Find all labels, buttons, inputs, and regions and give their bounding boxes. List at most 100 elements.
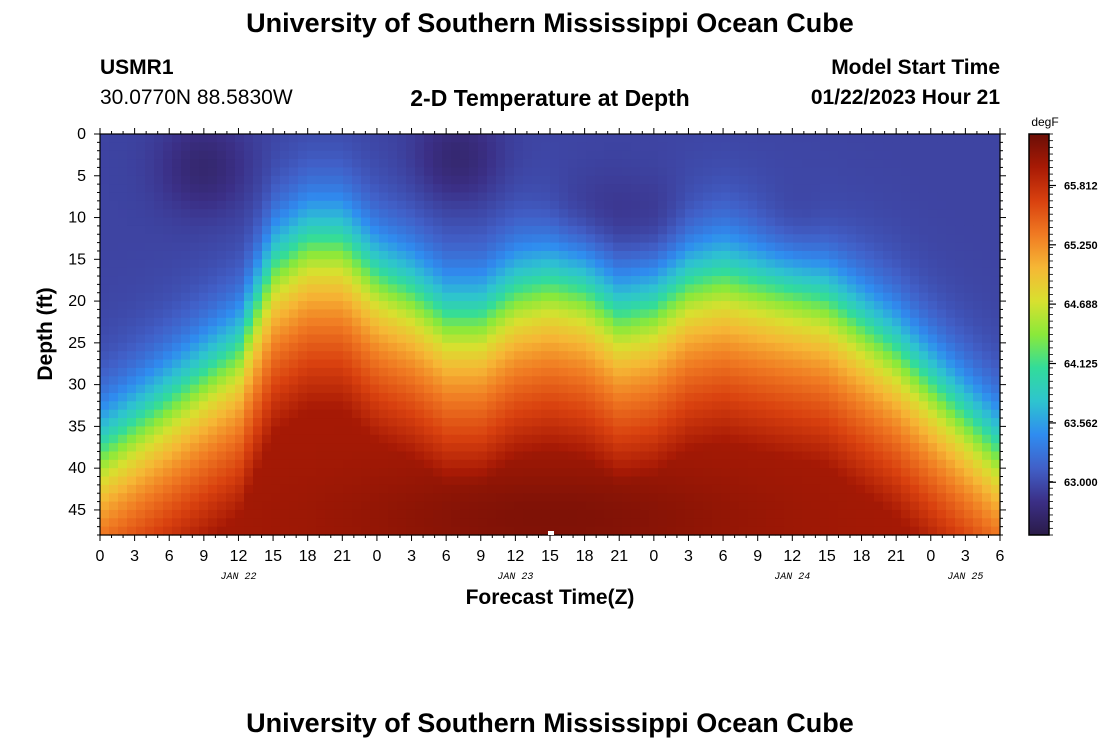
heatmap-cell [235, 200, 245, 210]
heatmap-cell [415, 184, 425, 194]
heatmap-cell [109, 242, 119, 252]
heatmap-cell [712, 301, 722, 311]
heatmap-cell [406, 217, 416, 227]
heatmap-cell [343, 234, 353, 244]
heatmap-cell [910, 326, 920, 336]
heatmap-cell [829, 150, 839, 160]
heatmap-cell [928, 317, 938, 327]
heatmap-cell [910, 150, 920, 160]
heatmap-cell [946, 518, 956, 528]
heatmap-cell [172, 167, 182, 177]
heatmap-cell [820, 242, 830, 252]
heatmap-cell [730, 309, 740, 319]
heatmap-cell [847, 167, 857, 177]
heatmap-cell [964, 234, 974, 244]
heatmap-cell [550, 225, 560, 235]
heatmap-cell [658, 351, 668, 361]
heatmap-cell [433, 267, 443, 277]
heatmap-cell [973, 443, 983, 453]
heatmap-cell [658, 434, 668, 444]
heatmap-cell [892, 309, 902, 319]
heatmap-cell [316, 134, 326, 143]
heatmap-cell [928, 351, 938, 361]
heatmap-cell [217, 209, 227, 219]
heatmap-cell [748, 200, 758, 210]
heatmap-cell [307, 384, 317, 394]
heatmap-cell [730, 493, 740, 503]
heatmap-cell [577, 292, 587, 302]
heatmap-cell [136, 167, 146, 177]
heatmap-cell [640, 242, 650, 252]
heatmap-cell [379, 359, 389, 369]
heatmap-cell [199, 234, 209, 244]
heatmap-cell [838, 234, 848, 244]
heatmap-cell [658, 209, 668, 219]
heatmap-cell [433, 459, 443, 469]
heatmap-cell [478, 401, 488, 411]
heatmap-cell [991, 351, 1001, 361]
heatmap-cell [181, 217, 191, 227]
heatmap-cell [199, 192, 209, 202]
heatmap-cell [667, 342, 677, 352]
heatmap-cell [208, 150, 218, 160]
heatmap-cell [622, 284, 632, 294]
heatmap-cell [712, 259, 722, 269]
heatmap-cell [163, 200, 173, 210]
heatmap-cell [829, 526, 839, 536]
heatmap-cell [748, 409, 758, 419]
heatmap-cell [829, 284, 839, 294]
heatmap-cell [649, 225, 659, 235]
heatmap-cell [460, 484, 470, 494]
heatmap-cell [757, 192, 767, 202]
heatmap-cell [136, 392, 146, 402]
heatmap-cell [901, 401, 911, 411]
heatmap-cell [289, 225, 299, 235]
heatmap-cell [127, 250, 137, 260]
heatmap-cell [406, 134, 416, 143]
heatmap-cell [298, 526, 308, 536]
heatmap-cell [955, 301, 965, 311]
model-start-value: 01/22/2023 Hour 21 [810, 86, 1000, 109]
heatmap-cell [577, 326, 587, 336]
heatmap-cell [541, 451, 551, 461]
heatmap-cell [892, 509, 902, 519]
heatmap-cell [721, 342, 731, 352]
heatmap-cell [487, 334, 497, 344]
heatmap-cell [406, 359, 416, 369]
heatmap-cell [415, 167, 425, 177]
heatmap-cell [622, 334, 632, 344]
heatmap-cell [631, 401, 641, 411]
heatmap-cell [244, 317, 254, 327]
heatmap-cell [775, 259, 785, 269]
heatmap-cell [379, 234, 389, 244]
heatmap-cell [505, 484, 515, 494]
heatmap-cell [640, 518, 650, 528]
heatmap-cell [820, 175, 830, 185]
heatmap-cell [199, 459, 209, 469]
heatmap-cell [568, 426, 578, 436]
heatmap-cell [298, 351, 308, 361]
heatmap-cell [433, 518, 443, 528]
heatmap-cell [559, 451, 569, 461]
heatmap-cell [190, 259, 200, 269]
heatmap-cell [154, 200, 164, 210]
heatmap-cell [685, 259, 695, 269]
heatmap-cell [415, 509, 425, 519]
heatmap-cell [109, 317, 119, 327]
heatmap-cell [640, 217, 650, 227]
heatmap-cell [145, 484, 155, 494]
heatmap-cell [280, 518, 290, 528]
heatmap-cell [991, 209, 1001, 219]
heatmap-cell [694, 518, 704, 528]
heatmap-cell [649, 234, 659, 244]
heatmap-cell [397, 209, 407, 219]
heatmap-cell [910, 376, 920, 386]
heatmap-cell [910, 518, 920, 528]
heatmap-cell [883, 317, 893, 327]
heatmap-cell [487, 367, 497, 377]
heatmap-cell [469, 476, 479, 486]
heatmap-cell [199, 451, 209, 461]
heatmap-cell [676, 184, 686, 194]
heatmap-cell [604, 493, 614, 503]
heatmap-cell [253, 484, 263, 494]
